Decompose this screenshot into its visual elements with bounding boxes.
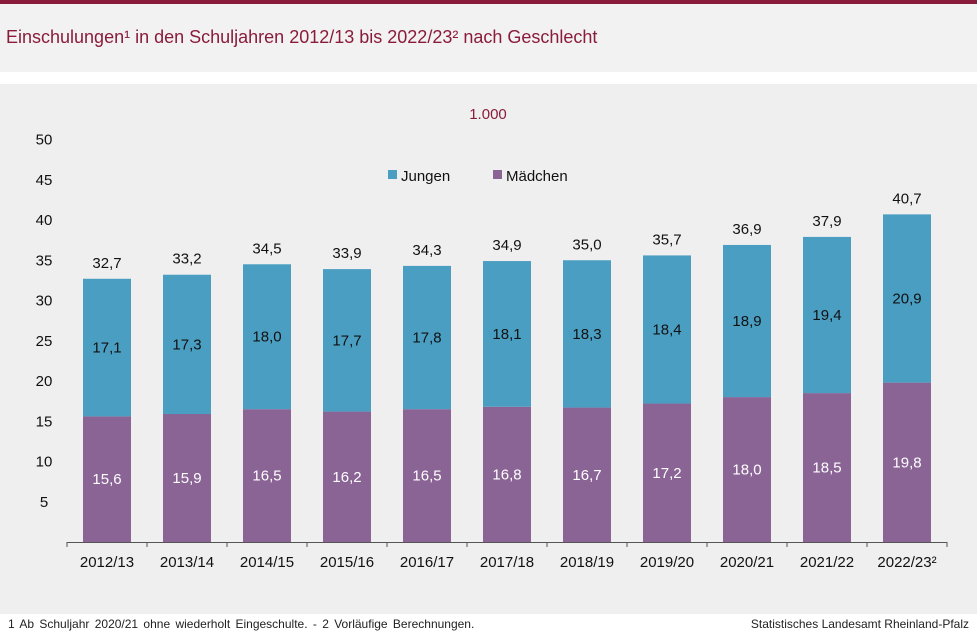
bar-maedchen xyxy=(83,416,131,542)
data-label-total: 33,9 xyxy=(332,245,361,262)
data-label-jungen: 17,3 xyxy=(172,336,201,353)
data-label-jungen: 17,1 xyxy=(92,340,121,357)
data-label-maedchen: 17,2 xyxy=(652,465,681,482)
y-tick-label: 15 xyxy=(36,413,53,430)
y-tick-label: 10 xyxy=(36,454,53,471)
bar-jungen xyxy=(243,264,291,410)
bar-jungen xyxy=(803,236,851,394)
data-label-maedchen: 18,5 xyxy=(812,460,841,477)
data-label-maedchen: 16,5 xyxy=(412,468,441,485)
data-label-total: 34,5 xyxy=(252,240,281,257)
x-tick-label: 2016/17 xyxy=(400,554,454,571)
x-tick-label: 2022/23² xyxy=(877,554,936,571)
data-label-jungen: 17,7 xyxy=(332,332,361,349)
data-label-jungen: 20,9 xyxy=(892,290,921,307)
y-tick-label: 25 xyxy=(36,333,53,350)
y-tick-label: 35 xyxy=(36,252,53,269)
data-label-jungen: 18,4 xyxy=(652,321,681,338)
bar-jungen xyxy=(83,278,131,417)
unit-label: 1.000 xyxy=(469,106,507,123)
bar-jungen xyxy=(483,261,531,407)
data-label-total: 40,7 xyxy=(892,190,921,207)
source-note: Statistisches Landesamt Rheinland-Pfalz xyxy=(750,617,969,631)
data-label-total: 33,2 xyxy=(172,251,201,268)
x-tick-label: 2017/18 xyxy=(480,554,534,571)
x-tick-label: 2018/19 xyxy=(560,554,614,571)
y-tick-label: 5 xyxy=(40,494,48,511)
bar-maedchen xyxy=(323,411,371,542)
y-tick-label: 45 xyxy=(36,172,53,189)
data-label-total: 35,7 xyxy=(652,231,681,248)
data-label-jungen: 18,0 xyxy=(252,329,281,346)
legend-swatch-jungen xyxy=(388,170,397,179)
bar-jungen xyxy=(723,244,771,398)
data-label-jungen: 18,9 xyxy=(732,313,761,330)
data-label-total: 35,0 xyxy=(572,236,601,253)
title-band xyxy=(0,4,977,72)
x-tick-label: 2012/13 xyxy=(80,554,134,571)
bar-maedchen xyxy=(243,409,291,542)
data-label-maedchen: 18,0 xyxy=(732,462,761,479)
data-label-maedchen: 15,9 xyxy=(172,470,201,487)
data-label-maedchen: 19,8 xyxy=(892,454,921,471)
data-label-total: 32,7 xyxy=(92,255,121,272)
footer-band xyxy=(0,614,977,631)
bar-maedchen xyxy=(163,414,211,542)
y-tick-label: 20 xyxy=(36,373,53,390)
y-tick-label: 50 xyxy=(36,132,53,149)
bar-jungen xyxy=(883,214,931,383)
data-label-maedchen: 16,8 xyxy=(492,466,521,483)
legend-label-jungen: Jungen xyxy=(401,168,450,185)
chart-title: Einschulungen¹ in den Schuljahren 2012/1… xyxy=(6,27,598,47)
legend-label-maedchen: Mädchen xyxy=(506,168,568,185)
bar-maedchen xyxy=(643,403,691,542)
data-label-maedchen: 16,2 xyxy=(332,469,361,486)
bar-jungen xyxy=(403,265,451,410)
data-label-jungen: 18,1 xyxy=(492,326,521,343)
bar-maedchen xyxy=(803,393,851,542)
bar-jungen xyxy=(163,274,211,415)
x-tick-label: 2015/16 xyxy=(320,554,374,571)
x-tick-label: 2013/14 xyxy=(160,554,214,571)
data-label-maedchen: 16,7 xyxy=(572,467,601,484)
x-tick-label: 2014/15 xyxy=(240,554,294,571)
data-label-total: 34,9 xyxy=(492,237,521,254)
data-label-total: 36,9 xyxy=(732,221,761,238)
data-label-maedchen: 16,5 xyxy=(252,468,281,485)
bar-maedchen xyxy=(483,406,531,542)
y-tick-label: 40 xyxy=(36,212,53,229)
data-label-total: 34,3 xyxy=(412,242,441,259)
bar-jungen xyxy=(643,255,691,404)
footnote: 1 Ab Schuljahr 2020/21 ohne wiederholt E… xyxy=(8,617,475,631)
bar-jungen xyxy=(323,269,371,412)
bar-maedchen xyxy=(723,397,771,542)
x-tick-label: 2019/20 xyxy=(640,554,694,571)
bar-maedchen xyxy=(563,407,611,542)
y-tick-label: 30 xyxy=(36,293,53,310)
x-tick-label: 2020/21 xyxy=(720,554,774,571)
data-label-jungen: 18,3 xyxy=(572,326,601,343)
data-label-jungen: 19,4 xyxy=(812,307,841,324)
bar-jungen xyxy=(563,260,611,408)
legend-swatch-maedchen xyxy=(493,170,502,179)
data-label-jungen: 17,8 xyxy=(412,330,441,347)
top-rule xyxy=(0,0,977,4)
bar-maedchen xyxy=(403,409,451,542)
data-label-maedchen: 15,6 xyxy=(92,471,121,488)
x-tick-label: 2021/22 xyxy=(800,554,854,571)
data-label-total: 37,9 xyxy=(812,213,841,230)
bar-maedchen xyxy=(883,382,931,542)
